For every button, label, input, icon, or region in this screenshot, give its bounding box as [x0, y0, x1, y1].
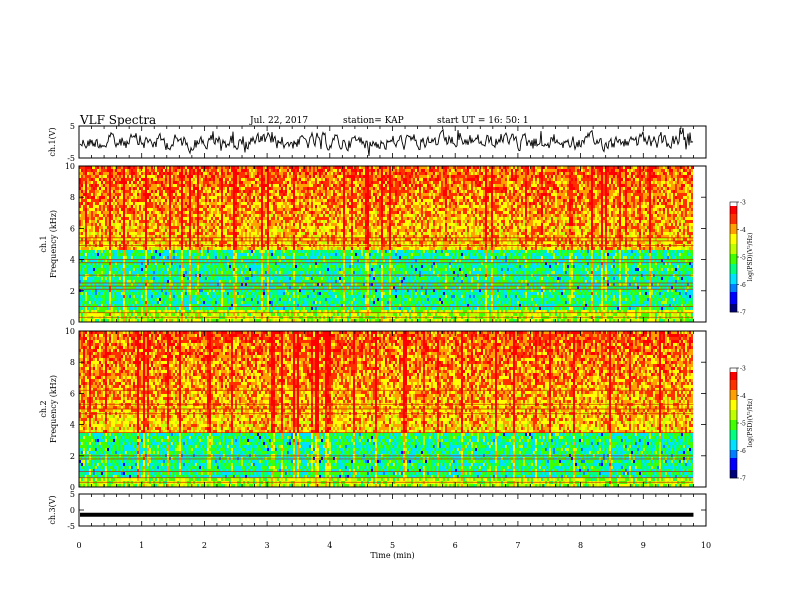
y-tick-label: 10 [65, 162, 75, 171]
vlf-spectra-figure: 5-5ch.1(V)ch.1 Frequency (kHz)0246810-3-4… [0, 0, 792, 612]
colorbar-tick-label: -7 [740, 476, 746, 483]
ch1-spectrogram-colorbar: -3 -4 -5 -6 -7 log(PSD)(V²/Hz) [730, 200, 754, 317]
y-tick-label: 0 [70, 506, 75, 515]
y-tick-label: 0 [70, 318, 75, 327]
y-tick-label: -5 [67, 522, 75, 531]
ch1-waveform-ylabel: ch.1(V) [48, 127, 57, 156]
y-tick-label: 6 [70, 224, 75, 233]
colorbar-label: log(PSD)(V²/Hz) [747, 233, 754, 282]
y-tick-label: 4 [70, 421, 75, 430]
x-tick-label: 2 [202, 541, 207, 550]
y-tick-label: 5 [70, 122, 75, 131]
colorbar-tick-label: -6 [740, 448, 746, 455]
ch2-spectrogram: ch.2 Frequency (kHz) [39, 331, 706, 487]
x-tick-label: 7 [515, 541, 520, 550]
y-tick-label: 4 [70, 256, 75, 265]
y-tick-label: 8 [70, 358, 75, 367]
y-tick-label: 5 [70, 490, 75, 499]
ch1-waveform-line [80, 128, 693, 156]
colorbar-tick-label: -4 [740, 393, 746, 400]
x-tick-label: 8 [578, 541, 583, 550]
colorbar-tick-label: -3 [740, 366, 746, 373]
colorbar-tick-label: -5 [740, 255, 746, 262]
colorbar-tick-label: -5 [740, 421, 746, 428]
x-tick-label: 9 [641, 541, 646, 550]
y-tick-label: 2 [70, 452, 75, 461]
colorbar-tick-label: -3 [740, 200, 746, 207]
ch1-spectrogram-ylabel-channel: ch.1 [39, 235, 48, 252]
y-tick-label: 6 [70, 389, 75, 398]
x-axis-label: Time (min) [370, 551, 414, 560]
y-tick-label: 10 [65, 327, 75, 336]
x-tick-label: 10 [701, 541, 711, 550]
ch1-spectrogram: ch.1 Frequency (kHz) [39, 166, 706, 322]
ch1-waveform-axes: 5-5ch.1(V) [48, 122, 706, 163]
x-tick-label: 1 [139, 541, 144, 550]
ch2-spectrogram-colorbar: -3 -4 -5 -6 -7 log(PSD)(V²/Hz) [730, 366, 754, 483]
ch2-spectrogram-ylabel-freq: Frequency (kHz) [49, 375, 58, 443]
colorbar-tick-label: -7 [740, 310, 746, 317]
x-tick-label: 6 [453, 541, 458, 550]
x-tick-label: 3 [265, 541, 270, 550]
ch3-waveform-ylabel: ch.3(V) [48, 495, 57, 524]
ch3-waveform-axes: 5 0 -5 ch.3(V) 0 1 2 3 4 5 6 7 8 9 10 Time (min) [48, 490, 711, 560]
x-tick-label: 0 [76, 541, 81, 550]
colorbar-tick-label: -4 [740, 227, 746, 234]
x-tick-label: 5 [390, 541, 395, 550]
y-tick-label: 8 [70, 193, 75, 202]
ch2-spectrogram-ylabel-channel: ch.2 [39, 400, 48, 417]
ch1-spectrogram-cells [79, 166, 693, 322]
colorbar-label: log(PSD)(V²/Hz) [747, 399, 754, 448]
y-tick-label: 2 [70, 287, 75, 296]
ch1-spectrogram-ylabel-freq: Frequency (kHz) [49, 210, 58, 278]
x-tick-label: 4 [327, 541, 332, 550]
colorbar-tick-label: -6 [740, 282, 746, 289]
